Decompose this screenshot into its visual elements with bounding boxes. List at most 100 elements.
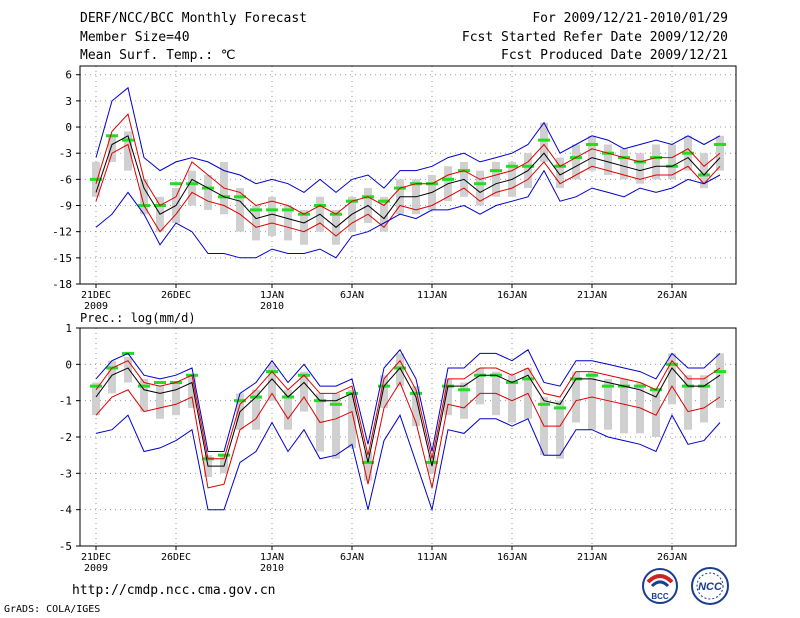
panel2-green-marker: [522, 377, 534, 381]
panel2-green-marker: [586, 373, 598, 377]
panel2-xtick-label: 11JAN: [417, 552, 447, 563]
panel2-spread-bar: [220, 455, 228, 474]
panel2-green-marker: [154, 381, 166, 384]
panel1-green-marker: [266, 208, 278, 212]
variable-label: Mean Surf. Temp.: ℃: [80, 48, 236, 63]
panel1-spread-bar: [140, 179, 148, 215]
panel2-series-upper-blue: [95, 348, 721, 452]
panel2-ytick-label: 0: [65, 358, 72, 371]
panel1-green-marker: [234, 195, 246, 199]
panel2-spread-bar: [92, 382, 100, 416]
panel2-spread-bar: [588, 371, 596, 430]
panel2-spread-bar: [108, 360, 116, 394]
panel1-ytick-label: 6: [65, 69, 72, 82]
panel1-spread-bar: [124, 131, 132, 171]
panel2-green-marker: [714, 370, 726, 374]
source-url[interactable]: http://cmdp.ncc.cma.gov.cn: [72, 583, 276, 598]
panel1-ytick-label: -3: [59, 147, 72, 160]
panel2-spread-bar: [156, 386, 164, 419]
panel1-green-marker: [282, 208, 294, 212]
panel1-spread-bar: [188, 170, 196, 206]
panel2-ytick-label: 1: [65, 322, 72, 335]
panel2-spread-bar: [508, 375, 516, 423]
panel1-green-marker: [682, 151, 694, 155]
panel2-spread-bar: [684, 375, 692, 430]
panel2-green-marker: [218, 453, 230, 457]
panel1-plot-frame: [79, 65, 737, 285]
panel2-spread-bar: [188, 375, 196, 408]
panel2-spread-bar: [396, 353, 404, 387]
panel1-xtick-label: 2009: [84, 301, 108, 312]
panel2-spread-bar: [140, 378, 148, 412]
panel1-xtick-label: 11JAN: [417, 290, 447, 301]
forecast-period: For 2009/12/21-2010/01/29: [532, 11, 728, 26]
panel2-green-marker: [234, 399, 246, 403]
panel2-ytick-label: -1: [59, 395, 72, 408]
panel2-spread-bar: [332, 393, 340, 459]
panel1-series-lower-blue: [95, 169, 721, 259]
panel1-series-lower-red: [95, 143, 721, 237]
panel2-spread-bar: [412, 386, 420, 427]
panel1-spread-bar: [700, 153, 708, 189]
forecast-started-date: Fcst Started Refer Date 2009/12/20: [461, 30, 728, 45]
panel1-series-upper-blue: [95, 86, 721, 194]
panel1-ytick-label: -12: [52, 226, 72, 239]
panel1-series-upper-red: [95, 112, 721, 215]
panel2-green-marker: [538, 402, 550, 406]
panel1-spread-bar: [300, 209, 308, 245]
panel2-ytick-label: -4: [59, 504, 73, 517]
panel2-green-marker: [426, 460, 438, 464]
panel2-green-marker: [458, 388, 470, 392]
panel1-ytick-label: 0: [65, 121, 72, 134]
panel2-spread-bar: [620, 378, 628, 434]
panel1-xtick-label: 26DEC: [161, 290, 191, 301]
panel1-spread-bar: [284, 205, 292, 241]
panel2-spread-bar: [444, 378, 452, 416]
panel2-xtick-label: 21DEC: [81, 552, 111, 563]
panel1-spread-bar: [540, 122, 548, 162]
panel1-ytick-label: -9: [59, 200, 72, 213]
bcc-logo-text: BCC: [651, 592, 669, 601]
panel1-green-marker: [122, 138, 134, 142]
panel1-spread-bar: [492, 161, 500, 197]
panel1-spread-bar: [108, 135, 116, 162]
panel2-spread-bar: [252, 389, 260, 430]
member-size: Member Size=40: [80, 30, 190, 45]
panel1-xtick-label: 21JAN: [577, 290, 607, 301]
panel1-ytick-label: -15: [52, 252, 72, 265]
panel2-ytick-label: -5: [59, 540, 72, 553]
panel2-spread-bar: [460, 382, 468, 419]
panel2-series-lower-blue: [95, 414, 721, 512]
panel2-spread-bar: [652, 389, 660, 437]
panel2-spread-bar: [572, 371, 580, 423]
panel1-green-marker: [250, 208, 262, 212]
panel2-series-upper-red: [95, 359, 721, 460]
panel2-spread-bar: [124, 357, 132, 383]
panel1-spread-bar: [620, 148, 628, 180]
panel1-ytick-label: -6: [59, 173, 72, 186]
panel2-spread-bar: [716, 353, 724, 408]
panel1-xtick-label: 6JAN: [340, 290, 364, 301]
panel1-spread-bar: [636, 153, 644, 184]
panel2-green-marker: [90, 384, 102, 388]
ncc-logo: NCC: [691, 567, 729, 605]
panel1-green-marker: [714, 142, 726, 146]
logos: BCC NCC: [642, 567, 729, 605]
forecast-produced-date: Fcst Produced Date 2009/12/21: [501, 48, 728, 63]
panel1-green-marker: [90, 177, 102, 181]
panel1-spread-bar: [668, 144, 676, 180]
panel2-green-marker: [410, 391, 422, 395]
panel2-spread-bar: [284, 389, 292, 430]
panel2-xtick-label: 21JAN: [577, 552, 607, 563]
panel2-green-marker: [634, 384, 646, 388]
panel1-spread-bar: [268, 196, 276, 237]
panel1-spread-bar: [588, 135, 596, 171]
panel1-green-marker: [442, 177, 454, 181]
panel1-green-marker: [186, 182, 198, 186]
panel1-spread-bar: [572, 144, 580, 180]
panel1-green-marker: [506, 164, 518, 168]
panel1-xtick-label: 16JAN: [497, 290, 527, 301]
panel1-green-marker: [522, 164, 534, 168]
panel1-spread-bar: [604, 144, 612, 175]
